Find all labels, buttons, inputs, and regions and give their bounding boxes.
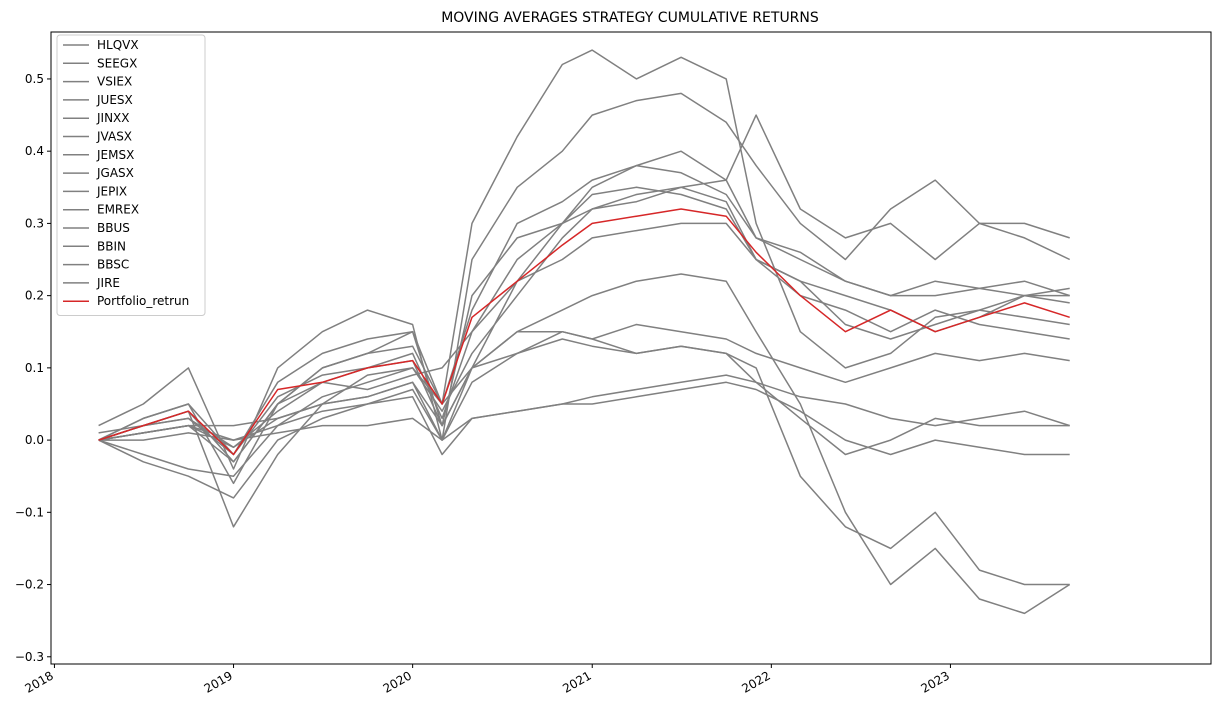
series-line-jemsx	[98, 186, 1070, 449]
legend-label-bbus: BBUS	[97, 221, 130, 235]
plot-area-frame	[50, 31, 1212, 665]
x-tick-label: 2018	[22, 668, 55, 695]
legend-label-hlqvx: HLQVX	[97, 38, 139, 52]
series-line-jinxx	[98, 222, 1070, 528]
series-line-portfolio-retrun	[98, 208, 1070, 456]
series-line-jvasx	[98, 186, 1070, 477]
legend-label-seegx: SEEGX	[97, 56, 137, 70]
series-line-vsiex	[98, 92, 1070, 470]
series-line-seegx	[98, 49, 1070, 456]
y-tick-label: 0.2	[25, 289, 44, 303]
chart-title: MOVING AVERAGES STRATEGY CUMULATIVE RETU…	[441, 10, 819, 26]
y-tick-label: −0.2	[15, 578, 44, 592]
series-line-bbsc	[98, 330, 1070, 586]
legend-label-jemsx: JEMSX	[96, 148, 134, 162]
y-tick-label: 0.3	[25, 216, 44, 230]
legend-label-portfolio-retrun: Portfolio_retrun	[97, 294, 189, 308]
legend-label-jire: JIRE	[96, 276, 120, 290]
x-axis: 2018 2019 2020 2021 2022 2023	[22, 664, 952, 696]
series-line-jire	[98, 273, 1071, 615]
x-tick-label: 2023	[918, 668, 951, 695]
series-line-hlqvx	[98, 114, 1071, 463]
y-tick-label: 0.1	[25, 361, 44, 375]
legend-label-jgasx: JGASX	[96, 166, 134, 180]
y-tick-label: −0.1	[15, 505, 44, 519]
legend: HLQVX SEEGX VSIEX JUESX JINXX JVASX JEMSX JGASX…	[56, 34, 206, 316]
legend-box	[56, 34, 206, 316]
series-line-emrex	[98, 374, 1070, 441]
x-tick-label: 2019	[202, 668, 235, 695]
legend-label-jinxx: JINXX	[96, 111, 130, 125]
legend-label-jvasx: JVASX	[96, 130, 132, 144]
series-line-jepix	[98, 323, 1070, 441]
legend-label-jepix: JEPIX	[96, 184, 127, 198]
x-tick-label: 2022	[739, 668, 772, 695]
y-tick-label: 0.4	[25, 144, 44, 158]
y-axis: −0.3 −0.2 −0.1 0.0 0.1 0.2 0.3 0.4 0.5	[15, 72, 51, 664]
x-tick-label: 2021	[560, 668, 593, 695]
legend-label-bbsc: BBSC	[97, 258, 129, 272]
series-line-bbus	[98, 381, 1070, 456]
series-layer	[98, 49, 1071, 615]
legend-label-juesx: JUESX	[96, 93, 133, 107]
series-line-bbin	[98, 338, 1070, 456]
legend-label-vsiex: VSIEX	[97, 75, 132, 89]
y-tick-label: 0.5	[25, 72, 44, 86]
y-tick-label: 0.0	[25, 433, 44, 447]
legend-label-emrex: EMREX	[97, 203, 139, 217]
series-line-jgasx	[98, 164, 1070, 463]
x-tick-label: 2020	[381, 668, 414, 695]
y-tick-label: −0.3	[15, 650, 44, 664]
legend-label-bbin: BBIN	[97, 239, 126, 253]
